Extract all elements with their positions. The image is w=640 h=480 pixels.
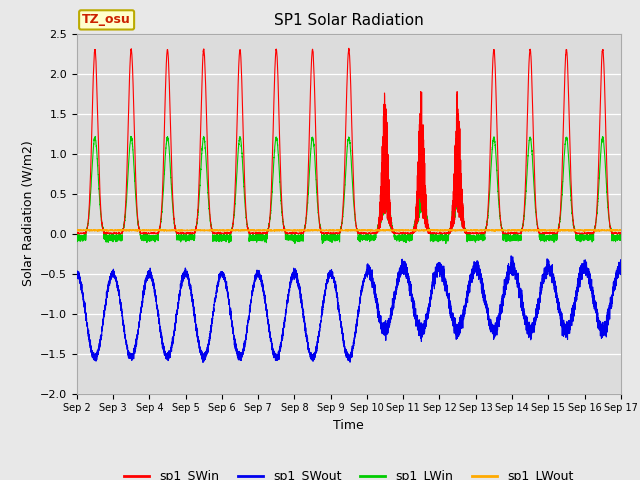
sp1_LWin — [617, 233, 625, 239]
sp1_SWin — [588, 231, 595, 237]
sp1_SWin — [486, 160, 493, 166]
sp1_SWout — [588, 280, 595, 286]
sp1_SWin — [594, 180, 602, 186]
sp1_LWin — [330, 231, 338, 237]
Legend: sp1_SWin, sp1_SWout, sp1_LWin, sp1_LWout: sp1_SWin, sp1_SWout, sp1_LWin, sp1_LWout — [119, 465, 579, 480]
sp1_LWin — [258, 232, 266, 238]
sp1_SWin — [470, 231, 478, 237]
Line: sp1_SWout: sp1_SWout — [77, 256, 621, 362]
Line: sp1_LWin: sp1_LWin — [77, 136, 621, 243]
sp1_LWout — [594, 228, 602, 233]
sp1_LWout — [73, 228, 81, 234]
sp1_LWin — [442, 240, 450, 246]
sp1_LWout — [486, 228, 493, 233]
X-axis label: Time: Time — [333, 419, 364, 432]
sp1_LWin — [471, 237, 479, 243]
sp1_LWin — [588, 235, 595, 241]
sp1_SWout — [199, 360, 207, 365]
sp1_LWout — [331, 228, 339, 233]
sp1_LWout — [157, 227, 164, 232]
sp1_SWout — [594, 325, 602, 331]
sp1_SWout — [73, 270, 81, 276]
sp1_SWout — [258, 277, 266, 283]
sp1_SWout — [330, 277, 338, 283]
Title: SP1 Solar Radiation: SP1 Solar Radiation — [274, 13, 424, 28]
sp1_LWin — [594, 196, 602, 202]
Line: sp1_LWout: sp1_LWout — [77, 229, 621, 231]
Line: sp1_SWin: sp1_SWin — [77, 48, 621, 234]
sp1_SWout — [470, 263, 478, 269]
sp1_SWin — [345, 46, 353, 51]
Text: TZ_osu: TZ_osu — [82, 13, 131, 26]
sp1_LWin — [73, 236, 81, 241]
sp1_LWout — [289, 228, 296, 234]
Y-axis label: Solar Radiation (W/m2): Solar Radiation (W/m2) — [21, 141, 35, 287]
sp1_SWin — [258, 231, 266, 237]
sp1_SWin — [617, 231, 625, 237]
sp1_SWout — [486, 326, 493, 332]
sp1_LWout — [588, 228, 595, 233]
sp1_SWin — [330, 231, 338, 237]
sp1_LWout — [471, 228, 479, 233]
sp1_LWin — [486, 184, 493, 190]
sp1_SWout — [617, 270, 625, 276]
sp1_LWout — [258, 228, 266, 234]
sp1_SWout — [508, 253, 515, 259]
sp1_LWin — [200, 133, 207, 139]
sp1_LWout — [617, 228, 625, 233]
sp1_SWin — [73, 231, 81, 237]
